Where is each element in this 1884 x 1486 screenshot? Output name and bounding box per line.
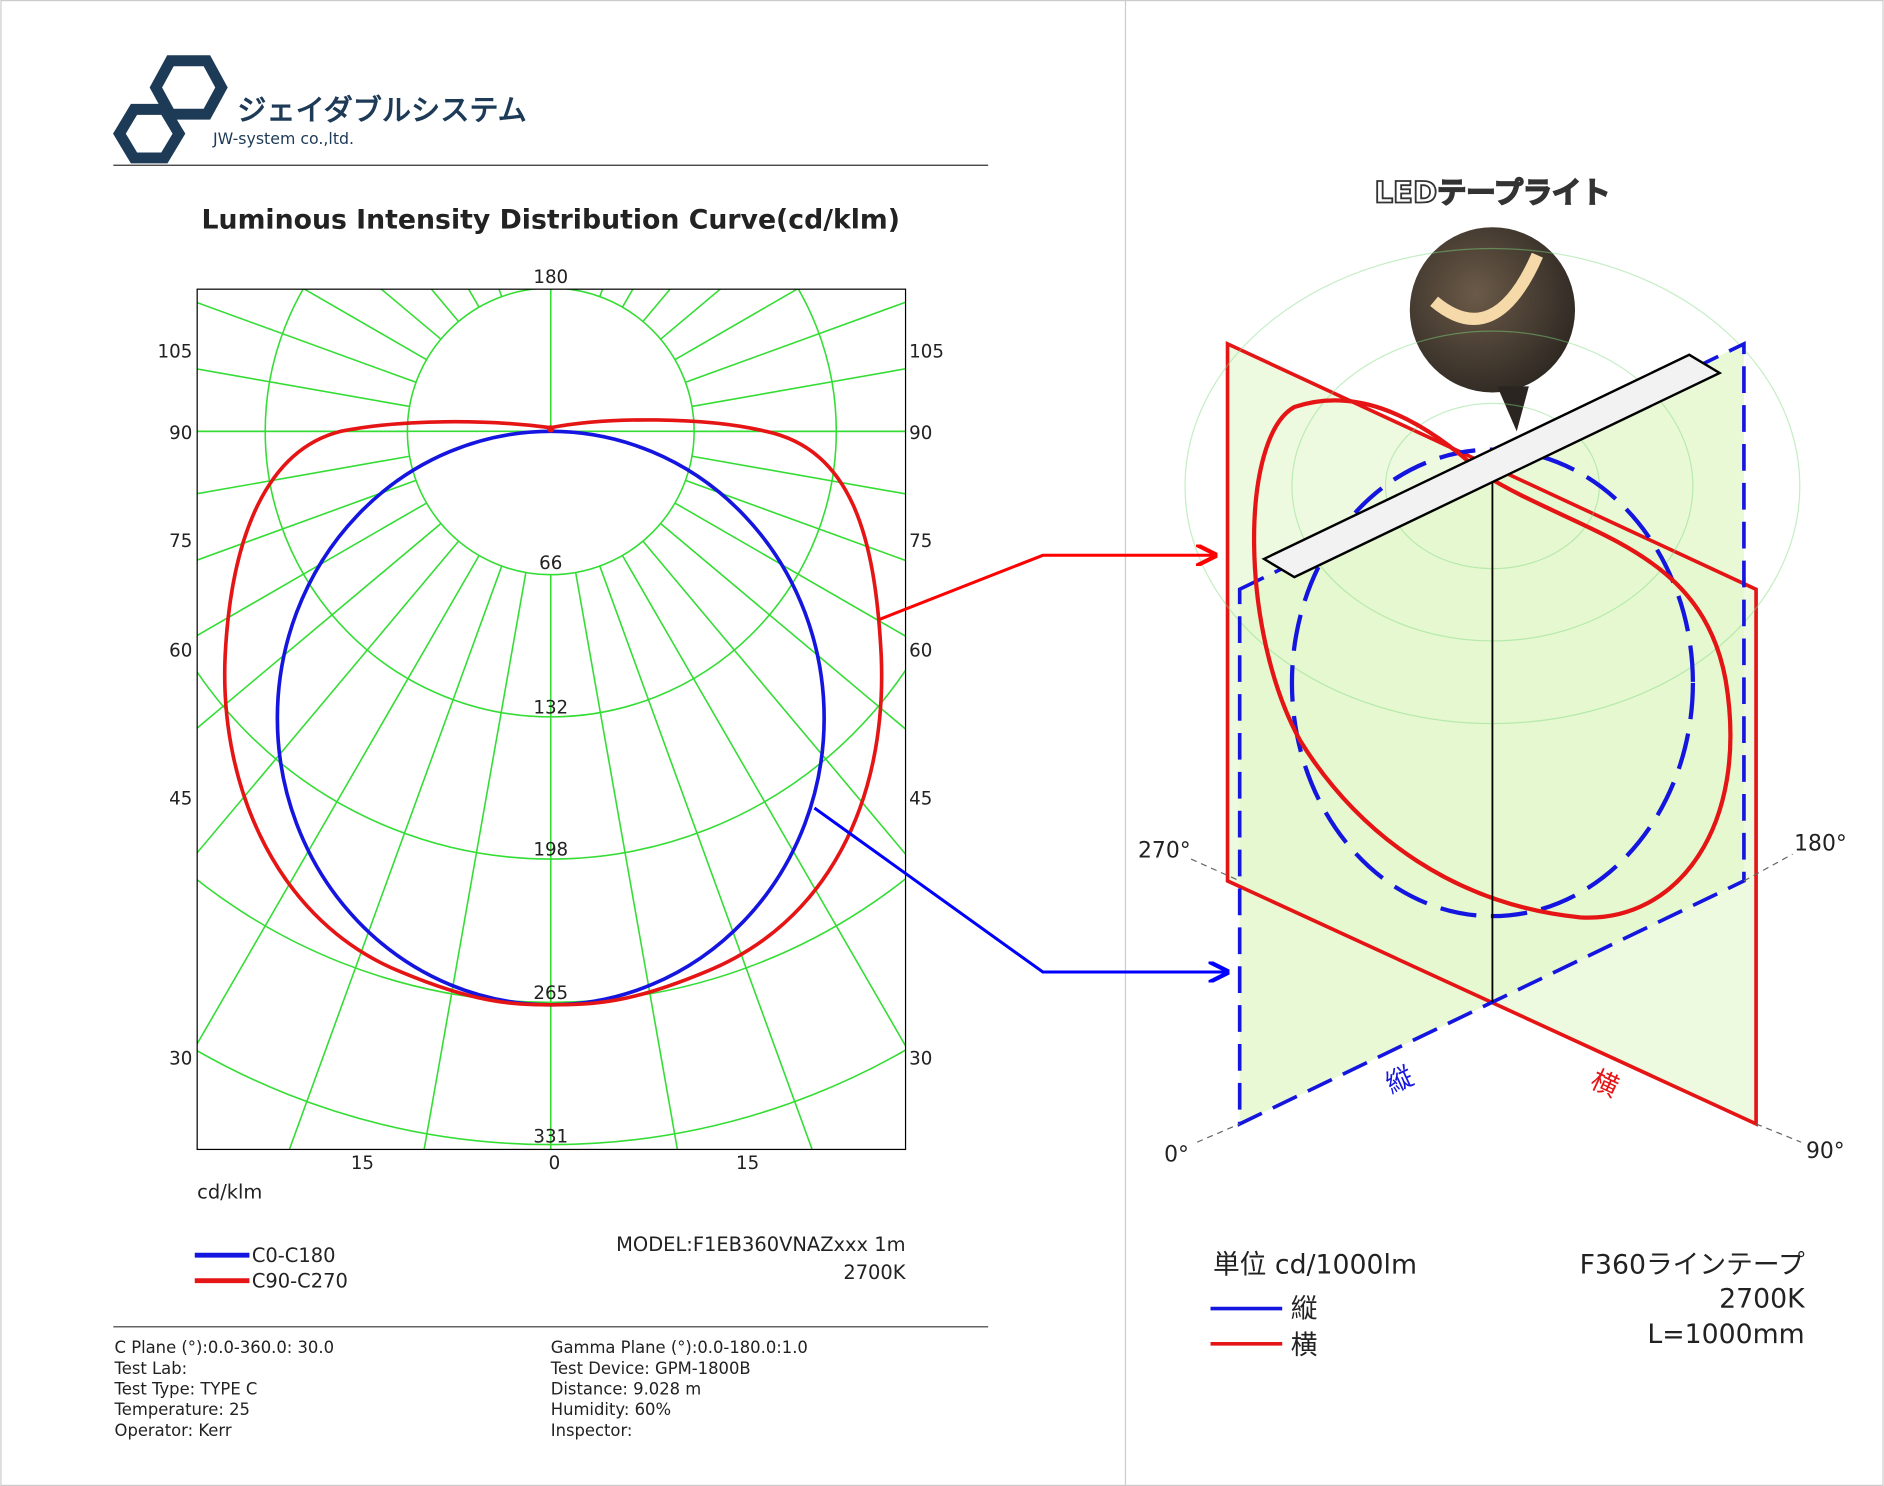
angle-label: 270° [1138, 839, 1191, 864]
info-item: Gamma Plane (°):0.0-180.0:1.0 [551, 1338, 808, 1357]
angle-label: 90 [909, 423, 932, 444]
grid-radial [288, 565, 503, 1150]
grid-radial [302, 289, 427, 361]
angle-leaders [1190, 853, 1802, 1143]
diagram-unit: 単位 cd/1000lm [1213, 1250, 1417, 1281]
diagram-title: LEDテープライト [1374, 175, 1610, 209]
angle-label: 0° [1164, 1143, 1189, 1168]
angle-label: 45 [909, 788, 932, 809]
grid-radial [197, 455, 410, 495]
report-title: Luminous Intensity Distribution Curve(cd… [202, 205, 900, 236]
product: 2700K [1719, 1284, 1806, 1315]
info-item: Operator: Kerr [115, 1421, 232, 1440]
angle-label: 90° [1806, 1139, 1845, 1164]
logo-mark [113, 55, 228, 164]
angle-label: 75 [909, 531, 932, 552]
legend-label: 横 [1291, 1330, 1318, 1361]
ring-label: 180 [533, 267, 568, 288]
arrow [878, 555, 1216, 622]
curve-c90 [222, 418, 884, 1007]
angle-label: 105 [158, 341, 193, 362]
ring-label: 198 [533, 840, 568, 861]
grid-radial [674, 502, 906, 638]
grid-radial [621, 555, 906, 1048]
info-item: Temperature: 25 [114, 1400, 250, 1419]
polar-grid [197, 289, 906, 1150]
grid-radial [197, 502, 427, 637]
grid-radial [642, 540, 906, 856]
plane-label: 縦 [1381, 1061, 1418, 1100]
info-item: Humidity: 60% [551, 1400, 671, 1419]
angle-label: 75 [169, 531, 192, 552]
grid-radial [197, 301, 417, 384]
grid-radial [197, 555, 480, 1046]
angle-label: 60 [909, 640, 932, 661]
grid-radial [380, 289, 442, 340]
info-item: Test Type: TYPE C [114, 1380, 258, 1399]
legend-label: C90-C270 [252, 1269, 348, 1292]
grid-radial [685, 301, 906, 384]
grid-radial [685, 479, 906, 562]
grid-radial [197, 368, 410, 408]
ring-label: 265 [533, 983, 568, 1004]
grid-radial [621, 289, 634, 308]
pointer [1497, 386, 1529, 432]
arrow [813, 806, 1227, 972]
grid-radial [197, 522, 442, 730]
grid-radial [660, 522, 906, 731]
info-item: C Plane (°):0.0-360.0: 30.0 [115, 1338, 334, 1357]
product: L=1000mm [1647, 1319, 1804, 1350]
chart-box [196, 288, 907, 1151]
plane-label: 横 [1586, 1064, 1623, 1103]
angle-label: 30 [169, 1049, 192, 1070]
grid-radial [524, 289, 527, 291]
cct: 2700K [843, 1261, 906, 1284]
angle-label: 105 [909, 341, 944, 362]
info-item: Test Lab: [114, 1359, 188, 1378]
tape [1261, 353, 1723, 579]
grid-radial [430, 289, 460, 323]
model: MODEL:F1EB360VNAZxxx 1m [616, 1233, 905, 1256]
angle-label: 15 [351, 1153, 374, 1174]
logo-name: ジェイダブルシステム [237, 93, 527, 127]
legend-label: C0-C180 [252, 1244, 336, 1267]
angle-label: 30 [909, 1049, 932, 1070]
grid-radial [197, 540, 460, 854]
grid-radial [691, 367, 906, 408]
info-item: Inspector: [551, 1421, 633, 1440]
unit: cd/klm [197, 1181, 262, 1204]
grid-radial [197, 479, 417, 561]
ring-label: 132 [533, 697, 568, 718]
logo-company: JW-system co.,ltd. [212, 129, 354, 148]
ring-label: 66 [539, 553, 562, 574]
grid-radial [574, 572, 679, 1150]
legend-label: 縦 [1291, 1293, 1318, 1324]
angle-label: 180° [1794, 831, 1847, 856]
grid-radial [574, 289, 577, 291]
info-item: Distance: 9.028 m [551, 1380, 702, 1399]
angle-label: 0 [549, 1153, 561, 1174]
grid-radial [691, 455, 906, 495]
product: F360ラインテープ [1580, 1250, 1805, 1281]
angle-label: 60 [169, 640, 192, 661]
grid-radial [660, 289, 722, 340]
ring-label: 331 [533, 1126, 568, 1147]
grid-radial [467, 289, 480, 308]
grid-radial [423, 572, 527, 1150]
grid-radial [599, 565, 813, 1150]
angle-label: 90 [169, 423, 192, 444]
grid-radial [599, 289, 604, 297]
grid-radial [642, 289, 672, 323]
angle-label: 45 [169, 788, 192, 809]
marker [547, 425, 555, 433]
info-item: Test Device: GPM-1800B [550, 1359, 751, 1378]
grid-radial [498, 289, 503, 297]
angle-label: 15 [736, 1153, 759, 1174]
led-glow [1430, 252, 1543, 325]
